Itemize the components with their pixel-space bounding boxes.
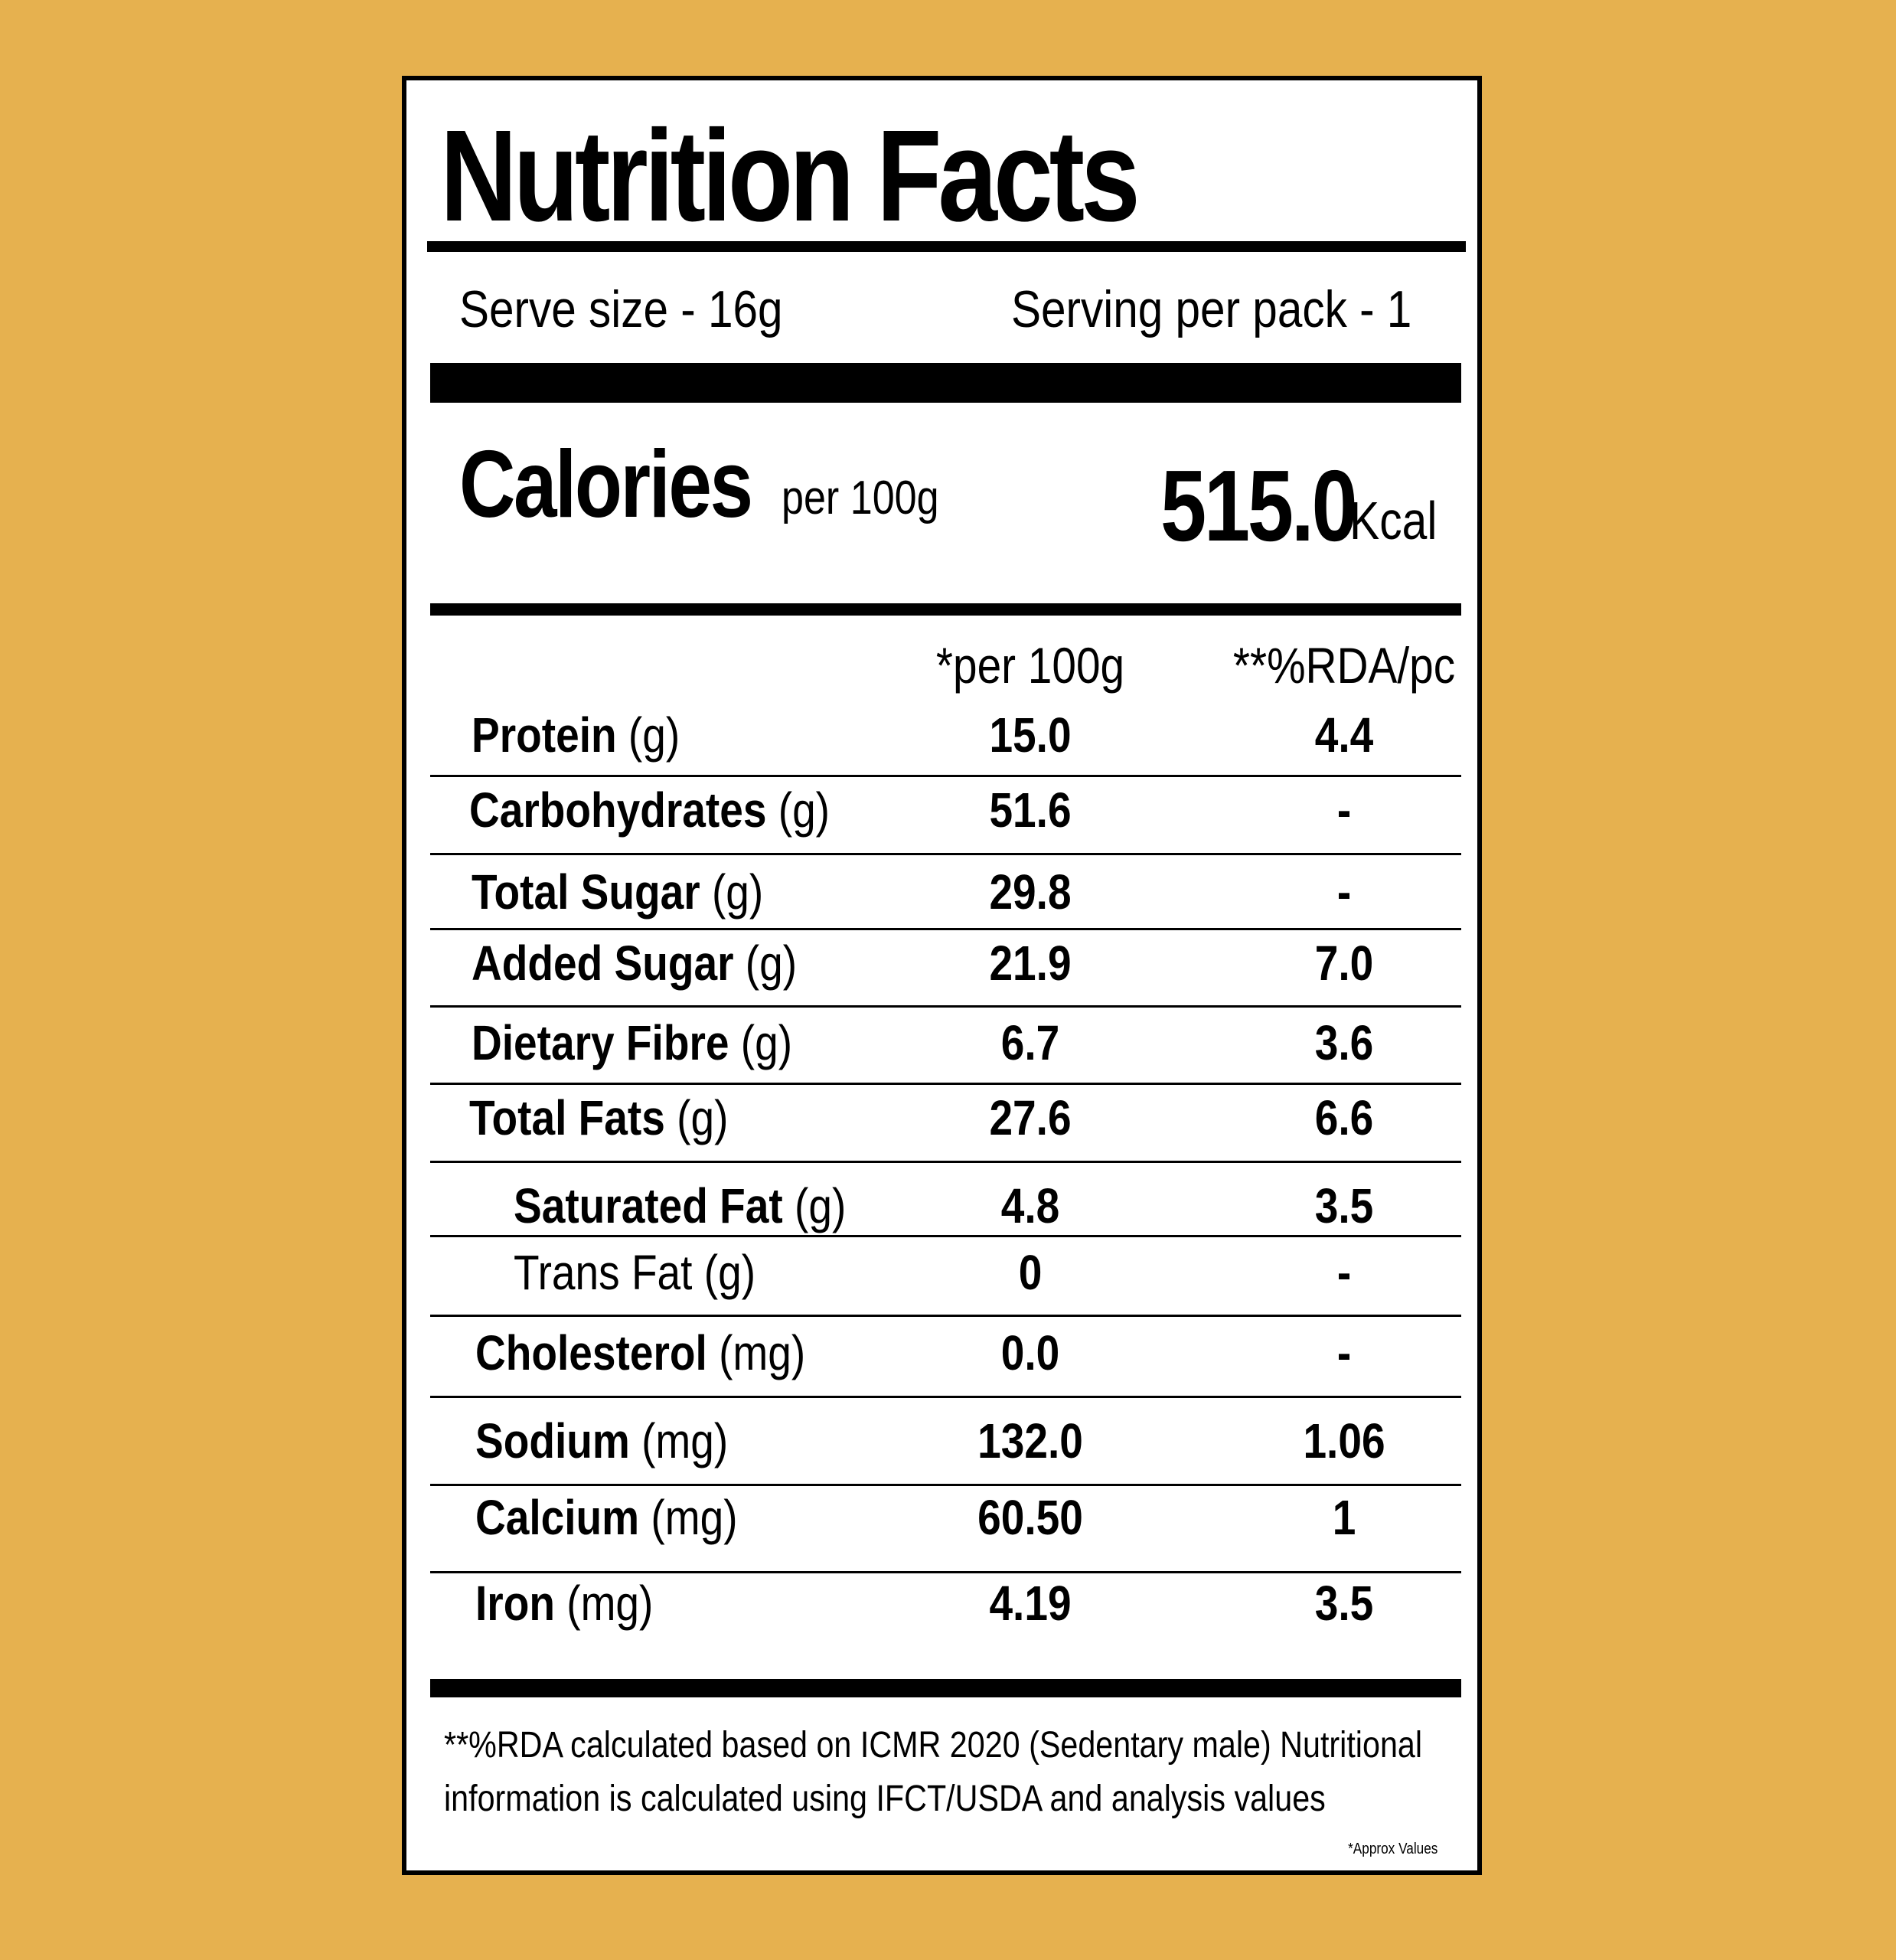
nutrient-name: Trans Fat [514,1245,693,1300]
nutrient-name: Dietary Fibre [472,1015,729,1070]
nutrient-unit: (g) [740,1015,793,1070]
nutrient-unit: (g) [778,782,831,838]
nutrient-name: Saturated Fat [514,1178,783,1233]
thick-rule-top [430,363,1461,403]
nutrient-per100-value: 0.0 [1000,1325,1060,1380]
nutrient-per100-value: 4.19 [989,1576,1072,1631]
calories-basis: per 100g [782,472,939,524]
nutrient-per100-value: 29.8 [989,864,1072,920]
nutrient-per100-value: 4.8 [1000,1178,1060,1233]
nutrient-per100-value: 15.0 [989,707,1072,763]
nutrient-unit: (mg) [566,1576,654,1631]
row-divider [430,1083,1461,1085]
row-divider [430,1484,1461,1486]
row-divider [430,1571,1461,1573]
nutrient-name: Carbohydrates [469,782,767,838]
nutrient-rda-value: 4.4 [1314,707,1374,763]
nutrition-label: Nutrition Facts Serve size - 16g Serving… [402,76,1482,1875]
nutrient-label: Calcium (mg) [475,1493,738,1542]
calories-rule [430,603,1461,616]
row-divider [430,1005,1461,1008]
row-divider [430,1315,1461,1317]
nutrient-unit: (g) [677,1090,729,1145]
nutrient-name: Protein [472,707,617,763]
nutrient-label: Trans Fat (g) [514,1248,755,1297]
servings-per-pack: Serving per pack - 1 [1011,280,1412,338]
nutrient-rda-value: - [1336,1325,1352,1380]
nutrient-name: Total Sugar [472,864,700,920]
row-divider [430,928,1461,930]
nutrient-per100-value: 21.9 [989,936,1072,991]
title-rule [427,241,1466,252]
nutrient-name: Calcium [475,1490,640,1545]
nutrient-name: Added Sugar [472,936,734,991]
nutrient-unit: (g) [745,936,798,991]
nutrient-label: Protein (g) [472,710,680,760]
row-divider [430,1161,1461,1163]
nutrient-per100-value: 132.0 [977,1413,1083,1468]
nutrient-per100-value: 0 [1018,1245,1043,1300]
nutrient-label: Saturated Fat (g) [514,1181,846,1230]
nutrient-name: Total Fats [469,1090,665,1145]
column-header-rda: **%RDA/pc [1232,637,1456,694]
nutrient-rda-value: - [1336,782,1352,838]
nutrient-per100-value: 27.6 [989,1090,1072,1145]
thick-rule-bottom [430,1679,1461,1697]
footnote: **%RDA calculated based on ICMR 2020 (Se… [444,1725,1423,1819]
nutrient-label: Carbohydrates (g) [469,786,830,835]
label-title: Nutrition Facts [440,103,1141,249]
nutrient-label: Iron (mg) [475,1579,653,1628]
row-divider [430,1396,1461,1398]
nutrient-unit: (g) [628,707,680,763]
nutrient-label: Added Sugar (g) [472,939,797,988]
nutrient-unit: (mg) [641,1413,729,1468]
nutrient-per100-value: 51.6 [989,782,1072,838]
nutrient-rda-value: 6.6 [1314,1090,1374,1145]
nutrient-label: Cholesterol (mg) [475,1328,805,1377]
nutrient-unit: (mg) [719,1325,806,1380]
nutrient-label: Total Sugar (g) [472,867,763,916]
nutrient-rda-value: - [1336,864,1352,920]
nutrient-rda-value: 1.06 [1303,1413,1385,1468]
nutrient-rda-value: 7.0 [1314,936,1374,991]
nutrient-label: Dietary Fibre (g) [472,1018,792,1067]
nutrient-label: Sodium (mg) [475,1416,728,1465]
calories-unit: Kcal [1349,491,1438,550]
nutrient-name: Iron [475,1576,555,1631]
nutrient-unit: (g) [795,1178,847,1233]
nutrient-unit: (g) [711,864,764,920]
nutrient-label: Total Fats (g) [469,1093,728,1142]
nutrient-rda-value: - [1336,1245,1352,1300]
nutrient-rda-value: 3.6 [1314,1015,1374,1070]
nutrient-name: Cholesterol [475,1325,707,1380]
nutrient-per100-value: 60.50 [977,1490,1083,1545]
serve-size: Serve size - 16g [459,280,783,338]
row-divider [430,853,1461,855]
nutrient-unit: (g) [703,1245,756,1300]
row-divider [430,775,1461,777]
approx-values-note: *Approx Values [1347,1841,1438,1857]
column-header-per100: *per 100g [935,637,1125,694]
nutrient-per100-value: 6.7 [1000,1015,1060,1070]
nutrient-name: Sodium [475,1413,630,1468]
calories-label: Calories [459,432,753,537]
nutrient-rda-value: 1 [1332,1490,1356,1545]
nutrient-rda-value: 3.5 [1314,1576,1374,1631]
calories-value: 515.0 [1160,449,1358,562]
nutrient-rda-value: 3.5 [1314,1178,1374,1233]
nutrient-unit: (mg) [651,1490,738,1545]
row-divider [430,1235,1461,1237]
